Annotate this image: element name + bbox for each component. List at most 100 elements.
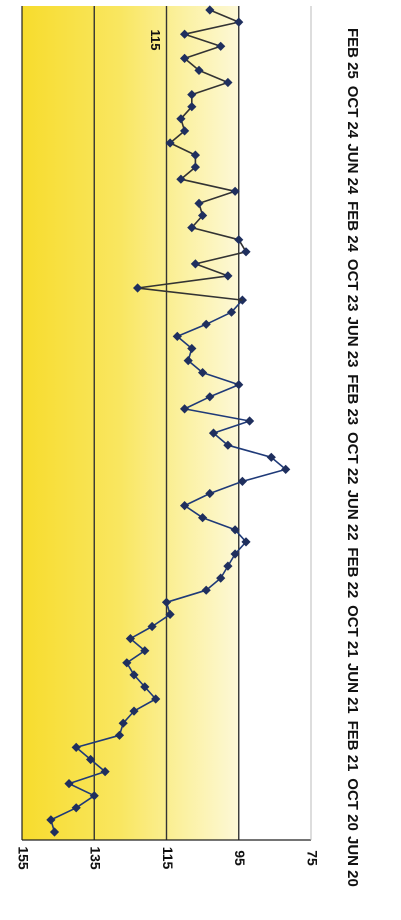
data-point [190, 150, 200, 160]
value-tick-label: 135 [88, 846, 104, 870]
date-tick-label: JUN 22 [344, 490, 361, 541]
value-tick-label: 75 [304, 850, 320, 866]
data-point [129, 706, 139, 716]
data-point [180, 501, 190, 511]
data-point [129, 670, 139, 680]
date-tick-label: FEB 23 [344, 374, 361, 425]
reference-lines [93, 6, 240, 840]
data-point [223, 271, 233, 281]
data-point [216, 41, 226, 51]
data-point [147, 621, 157, 632]
data-point [71, 742, 81, 752]
data-point [161, 597, 172, 607]
data-point [49, 827, 60, 837]
date-tick-label: JUN 20 [344, 836, 361, 887]
date-tick-label: JUN 21 [344, 663, 361, 714]
data-point [281, 464, 291, 474]
value-tick-label: 95 [232, 850, 248, 866]
reference-value-label: 115 [148, 30, 163, 51]
series-layer [46, 5, 291, 837]
data-point [194, 198, 204, 208]
value-tick-label: 155 [15, 846, 31, 870]
data-point [125, 634, 135, 644]
date-tick-label: FEB 22 [344, 547, 361, 598]
data-point [237, 295, 247, 305]
data-point [234, 380, 244, 390]
data-point [118, 718, 128, 728]
data-point [241, 247, 251, 257]
data-point [266, 452, 276, 462]
data-point [151, 694, 161, 704]
data-point [216, 573, 226, 583]
data-point [165, 609, 175, 619]
date-tick-label: OCT 22 [344, 432, 361, 485]
data-point [180, 126, 190, 136]
date-tick-label: FEB 25 [344, 28, 361, 79]
data-point [165, 138, 175, 148]
data-point [245, 416, 255, 426]
data-point [180, 404, 190, 414]
background-bands [22, 6, 311, 840]
data-point [230, 549, 240, 559]
data-point [223, 561, 233, 571]
data-point [205, 5, 215, 15]
data-point [64, 779, 74, 789]
data-point [223, 440, 233, 450]
y-tick-labels: 155 135 115 95 75 [15, 846, 320, 870]
data-point [226, 307, 237, 317]
data-point [205, 488, 215, 499]
data-point [194, 65, 204, 75]
x-tick-labels: JUN 20 OCT 20 FEB 21 JUN 21 OCT 21 FEB 22 JUN … [344, 28, 361, 887]
data-point [71, 803, 81, 813]
data-point [234, 17, 244, 27]
data-point [140, 646, 150, 656]
date-tick-label: JUN 24 [344, 143, 361, 195]
data-point [86, 754, 96, 765]
data-point [187, 90, 197, 100]
annotations: 115 [148, 30, 163, 51]
data-point [190, 162, 200, 172]
data-point [198, 210, 208, 221]
data-point [46, 815, 56, 825]
date-tick-label: OCT 23 [344, 259, 361, 312]
data-point [237, 476, 247, 486]
data-point [180, 53, 190, 63]
date-tick-label: FEB 24 [344, 201, 361, 253]
date-tick-label: JUN 23 [344, 317, 361, 368]
data-point [183, 356, 193, 366]
axis-lines [21, 6, 312, 841]
shaded-band [22, 6, 239, 840]
data-point [230, 525, 240, 535]
data-point [201, 319, 211, 329]
data-point [133, 283, 143, 293]
data-point [180, 29, 190, 39]
data-point [187, 102, 197, 112]
date-tick-label: OCT 21 [344, 605, 361, 658]
data-point [241, 537, 251, 547]
data-point [190, 259, 200, 269]
series-connector [137, 287, 243, 301]
data-point [176, 114, 186, 124]
data-point [187, 343, 197, 354]
data-point [172, 331, 182, 341]
data-point [176, 174, 186, 184]
date-tick-label: OCT 20 [344, 778, 361, 831]
data-point [114, 730, 125, 740]
data-point [205, 392, 215, 402]
date-tick-label: OCT 24 [344, 86, 361, 139]
data-point [198, 513, 208, 523]
value-tick-label: 115 [160, 847, 176, 870]
data-point [234, 235, 244, 245]
data-point [100, 767, 110, 777]
data-point [208, 428, 219, 438]
data-point [140, 682, 150, 692]
data-point [230, 186, 240, 196]
data-point [122, 658, 132, 668]
date-tick-label: FEB 21 [344, 721, 361, 772]
data-point [198, 368, 208, 378]
data-point [223, 77, 233, 88]
data-point [89, 791, 99, 801]
data-point [187, 223, 197, 233]
